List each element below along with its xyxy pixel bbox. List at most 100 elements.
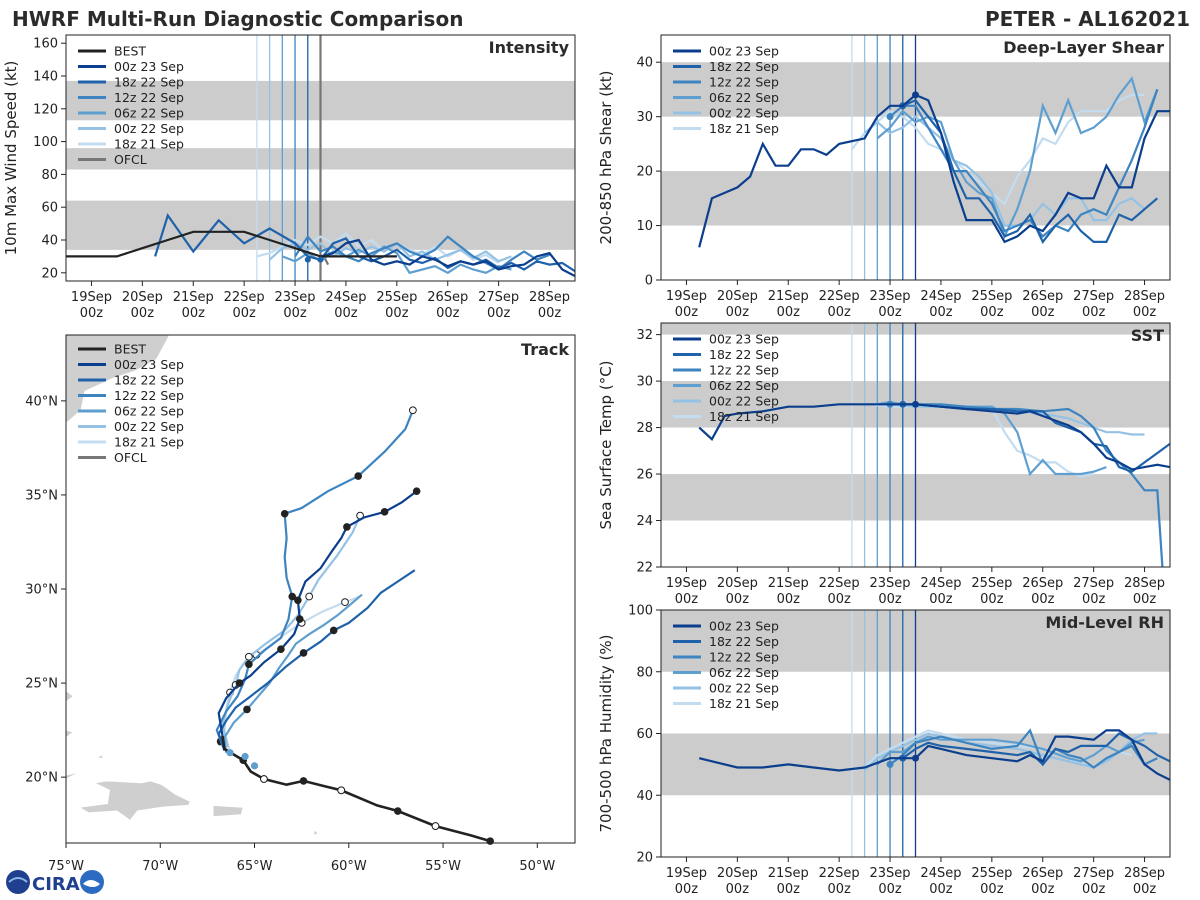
rh-xtick-label: 00z [827,882,851,897]
intensity-init-point [304,256,311,263]
intensity-xtick-label: 28Sep [529,290,570,305]
track-fix-marker [235,679,244,687]
sst-xtick-label: 21Sep [768,576,809,591]
shear-xtick-label: 24Sep [920,289,961,304]
rh-xtick-label: 27Sep [1073,866,1114,881]
track-fix-marker [354,472,363,480]
sst-xtick-label: 00z [777,592,801,607]
rh-xtick-label: 23Sep [870,866,911,881]
sst-ylabel: Sea Surface Temp (°C) [597,360,615,529]
sst-ytick-label: 28 [636,421,653,436]
rh-xtick-label: 00z [878,882,902,897]
sst-legend-label: 00z 22 Sep [709,394,779,409]
track-fix-marker-hollow [244,652,253,661]
intensity-xtick-label: 24Sep [325,290,366,305]
sst-init-point [912,400,919,408]
sst-legend-label: 18z 22 Sep [709,347,779,362]
intensity-xtick-label: 00z [436,306,460,321]
sst-title: SST [1131,326,1164,345]
track-xtick-label: 50°W [519,859,555,874]
rh-xtick-label: 00z [929,882,953,897]
sst-xtick-label: 25Sep [971,576,1012,591]
track-fix-marker [329,626,338,635]
sst-series-line [698,403,1170,471]
intensity-legend-label: 00z 23 Sep [114,59,184,74]
shear-ylabel: 200-850 hPa Shear (kt) [597,71,615,245]
intensity-ylabel: 10m Max Wind Speed (kt) [2,61,20,256]
intensity-legend-label: 18z 22 Sep [114,75,184,90]
track-xtick-label: 70°W [142,859,178,874]
shear-init-point [912,91,919,99]
sst-xtick-label: 00z [1031,592,1055,607]
track-ytick-label: 30°N [25,583,58,598]
intensity-legend-label: 12z 22 Sep [114,90,184,105]
sst-ytick-label: 24 [636,514,653,529]
shear-xtick-label: 25Sep [971,289,1012,304]
shear-xtick-label: 00z [929,305,953,320]
track-fix-marker-hollow [341,598,349,607]
track-init-marker [241,752,249,761]
sst-xtick-label: 22Sep [819,576,860,591]
cira-logo-text: CIRA [32,874,80,895]
track-xtick-label: 75°W [48,859,84,874]
intensity-ytick-label: 100 [33,135,58,150]
intensity-ytick-label: 40 [41,234,58,249]
track-ytick-label: 35°N [25,488,58,503]
rh-xtick-label: 00z [675,882,699,897]
inagua [94,753,105,759]
shear-xtick-label: 00z [726,305,750,320]
rh-ylabel: 700-500 hPa Humidity (%) [597,634,615,832]
track-fix-marker [380,508,389,516]
sst-xtick-label: 00z [929,592,953,607]
intensity-xtick-label: 00z [538,306,562,321]
rh-ytick-label: 40 [636,789,653,804]
track-line [221,515,362,748]
track-legend-label: OFCL [114,450,147,465]
shear-xtick-label: 20Sep [717,289,758,304]
shear-legend-label: 06z 22 Sep [709,90,779,105]
track-xtick-label: 60°W [331,859,367,874]
shear-ytick-label: 20 [636,165,653,180]
sst-xtick-label: 26Sep [1022,576,1063,591]
shear-xtick-label: 26Sep [1022,289,1063,304]
intensity-ytick-label: 60 [41,201,58,216]
shear-xtick-label: 00z [878,305,902,320]
sst-xtick-label: 00z [675,592,699,607]
intensity-ytick-label: 160 [33,37,58,52]
sst-legend-label: 18z 21 Sep [709,409,779,424]
rh-xtick-label: 20Sep [717,866,758,881]
bahamas-cat [66,689,75,703]
shear-xtick-label: 00z [980,305,1004,320]
cira-logo: CIRA [6,870,104,895]
track-ytick-label: 20°N [25,771,58,786]
track-ytick-label: 40°N [25,394,58,409]
track-fix-marker [299,649,308,657]
sst-xtick-label: 00z [726,592,750,607]
track-legend-label: 06z 22 Sep [114,404,184,419]
rh-xtick-label: 00z [726,882,750,897]
land-layer [66,335,324,843]
intensity-xtick-label: 27Sep [478,290,519,305]
track-legend-label: BEST [114,342,146,357]
bahamas-island [66,729,75,739]
rh-xtick-label: 25Sep [971,866,1012,881]
sst-ytick-label: 30 [636,375,653,390]
shear-frame [660,34,1171,281]
sst-panel: 22242628303219Sep00z20Sep00z21Sep00z22Se… [597,322,1171,607]
rh-init-point [886,760,894,768]
shear-legend-label: 00z 22 Sep [709,106,779,121]
shear-xtick-label: 00z [827,305,851,320]
intensity-panel: 2040608010012014016019Sep00z20Sep00z21Se… [2,34,576,321]
sst-xtick-label: 00z [878,592,902,607]
shear-ytick-label: 40 [636,56,653,71]
track-xtick-label: 65°W [237,859,273,874]
sst-legend-label: 06z 22 Sep [709,378,779,393]
shear-ytick-label: 0 [645,274,653,289]
shear-xtick-label: 22Sep [819,289,860,304]
track-fix-marker-hollow [337,786,346,795]
track-line [223,593,363,753]
intensity-legend-label: BEST [114,44,146,59]
shear-ytick-label: 30 [636,110,653,125]
shear-xtick-label: 00z [1031,305,1055,320]
